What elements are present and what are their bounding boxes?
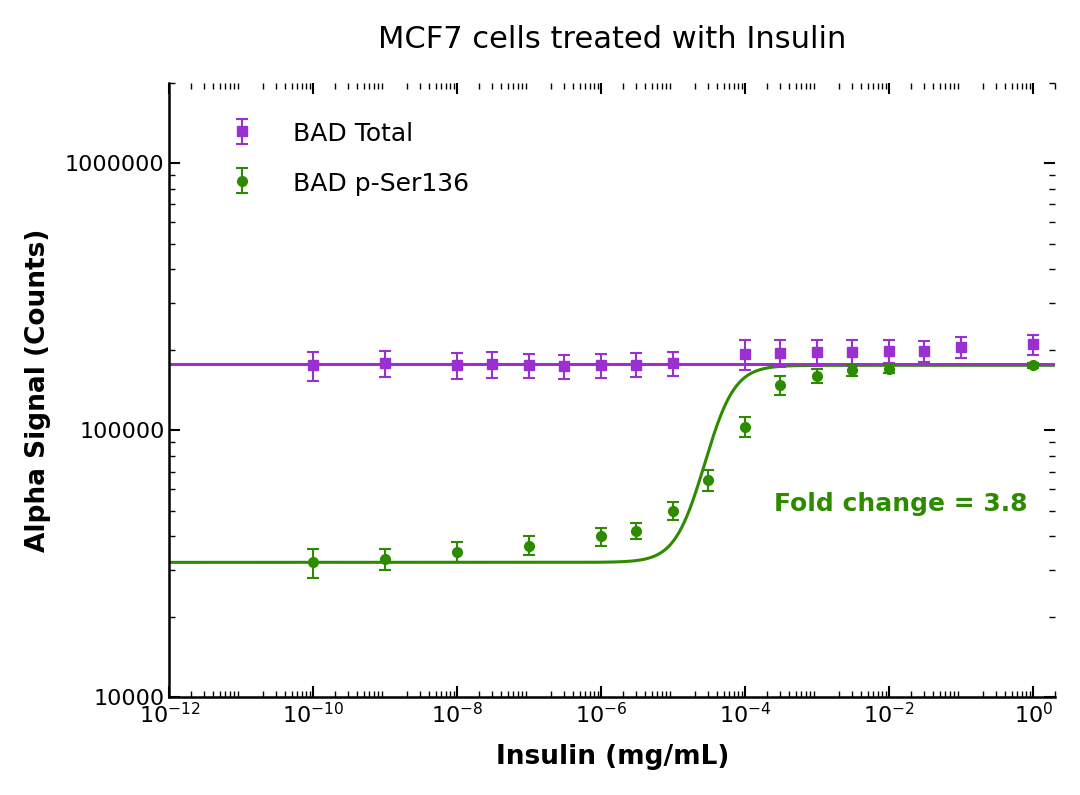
Y-axis label: Alpha Signal (Counts): Alpha Signal (Counts) <box>25 228 51 552</box>
Title: MCF7 cells treated with Insulin: MCF7 cells treated with Insulin <box>378 25 847 54</box>
X-axis label: Insulin (mg/mL): Insulin (mg/mL) <box>496 744 729 770</box>
Legend: BAD Total, BAD p-Ser136: BAD Total, BAD p-Ser136 <box>191 102 489 216</box>
Text: Fold change = 3.8: Fold change = 3.8 <box>774 491 1027 516</box>
